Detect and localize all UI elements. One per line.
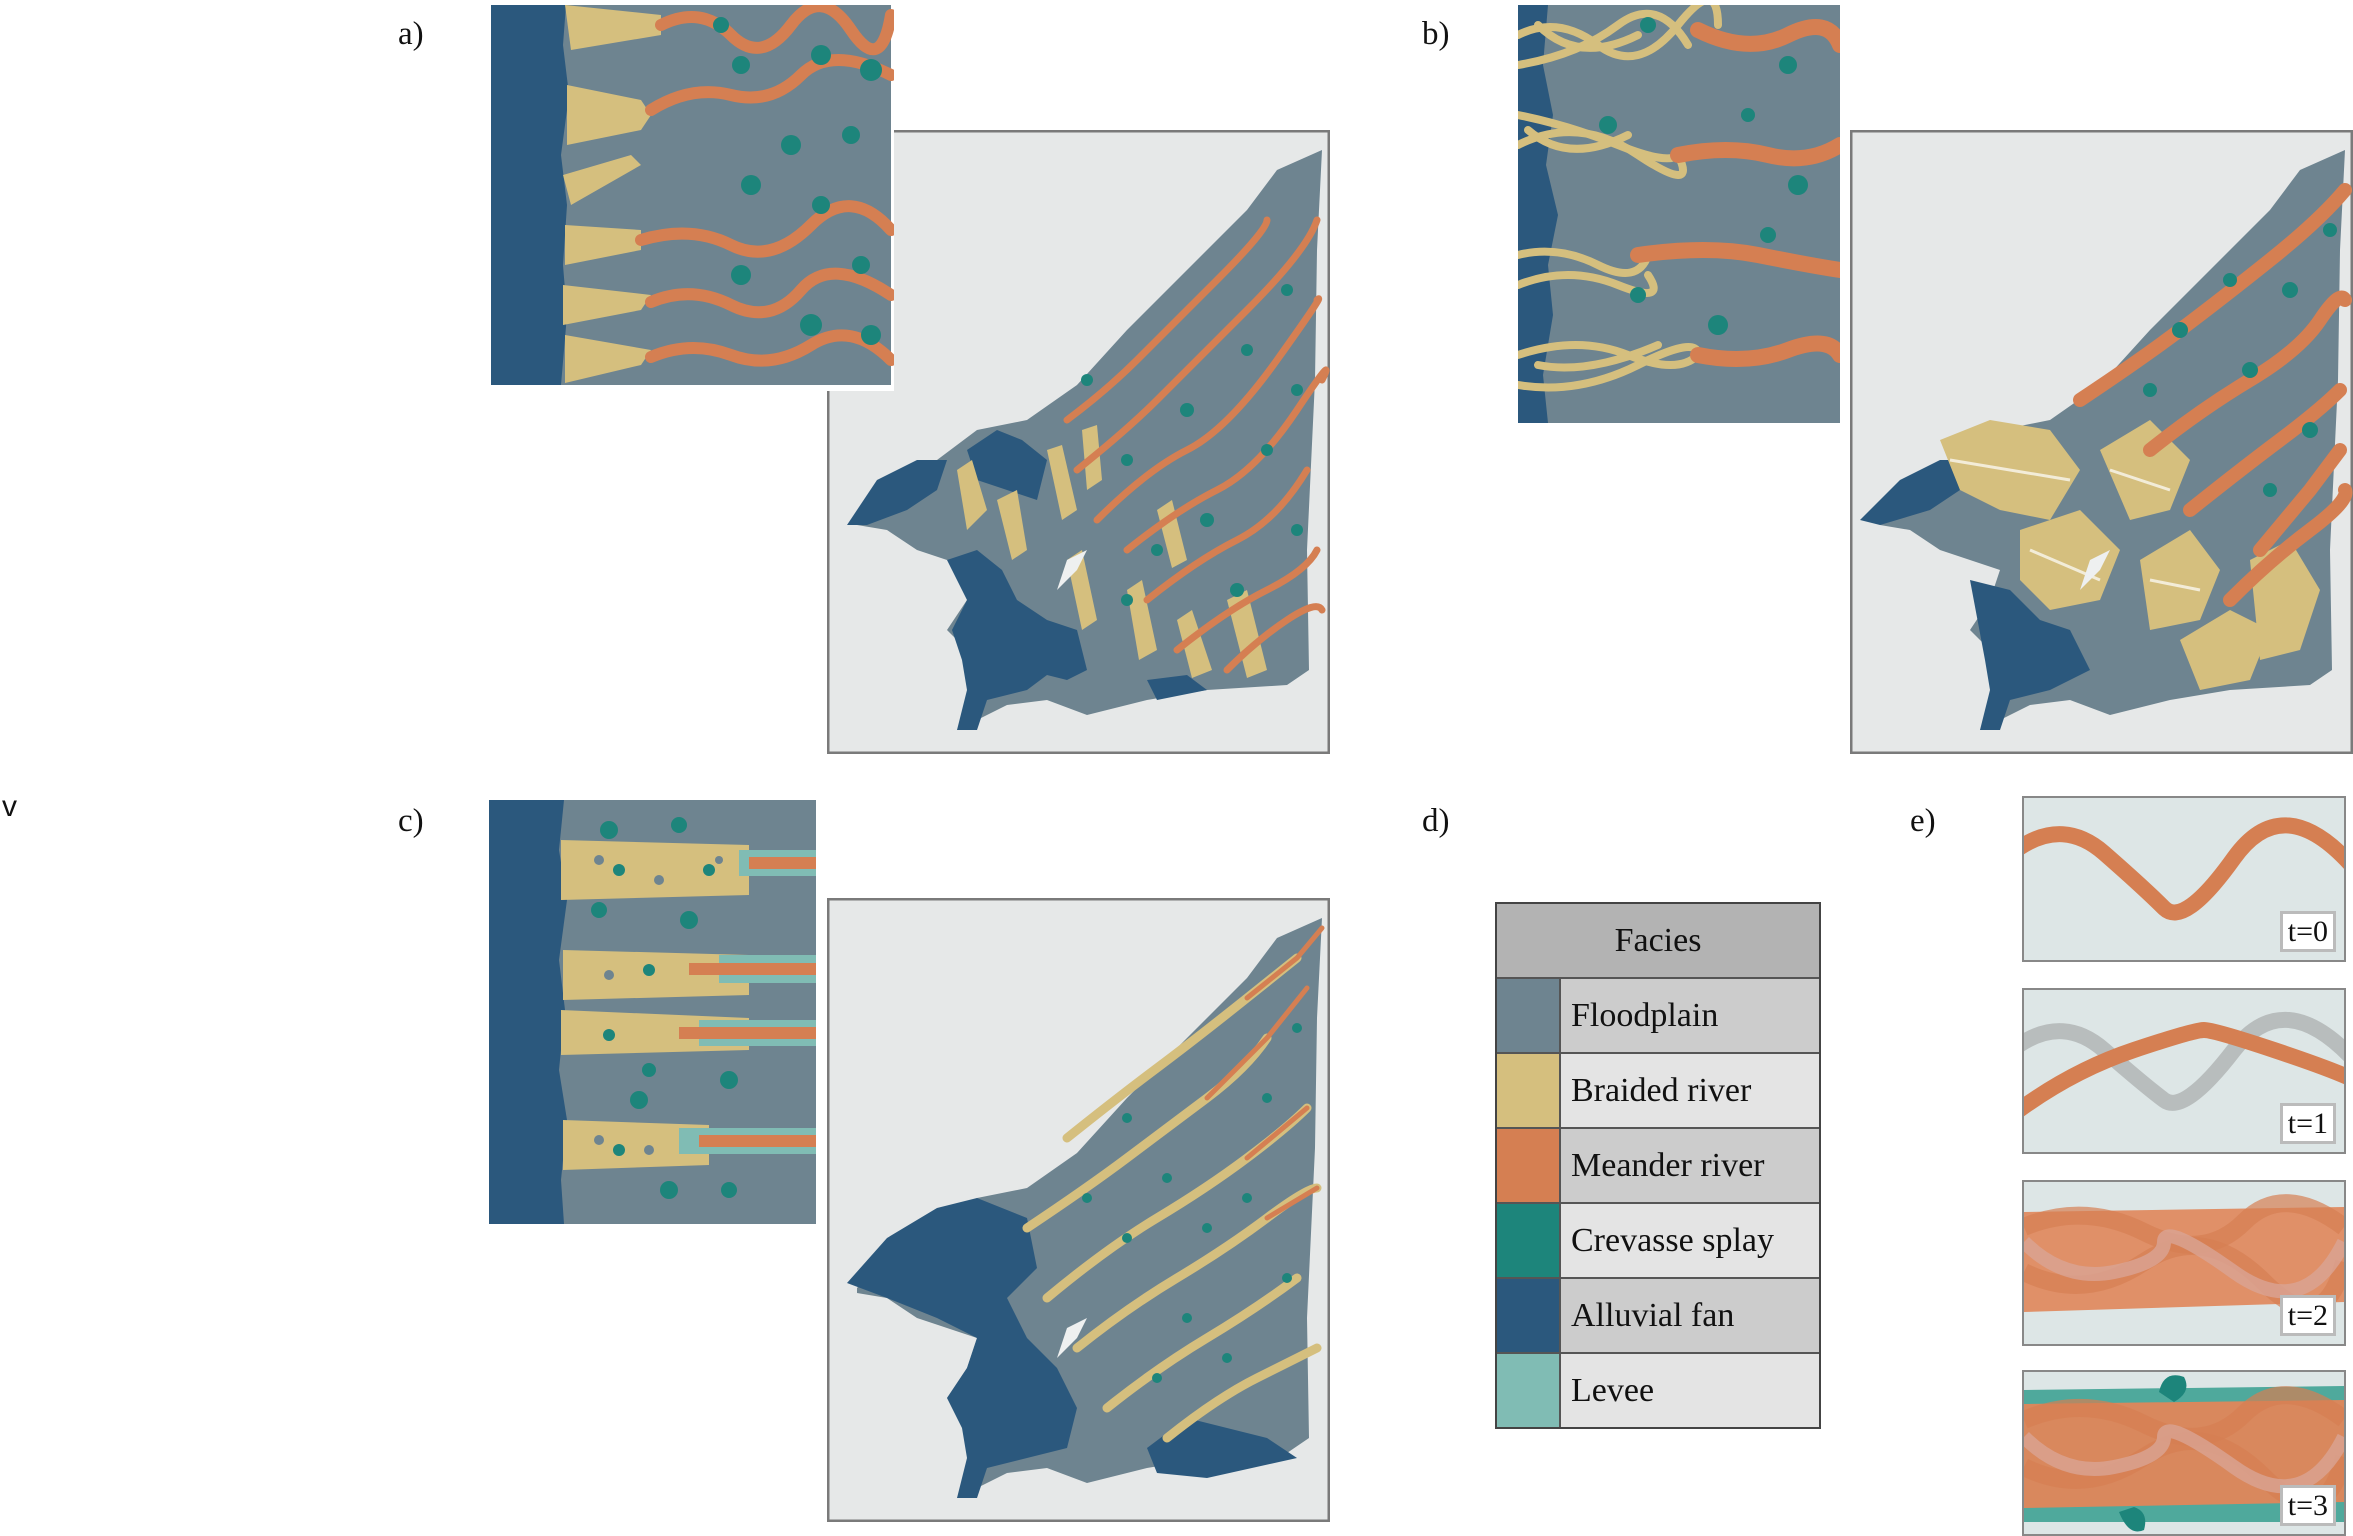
meander-channel-t0 [2024,817,2344,921]
time-step-3: t=3 [2022,1370,2346,1536]
legend-row-alluvial-fan: Alluvial fan [1497,1279,1819,1354]
legend-swatch-levee [1497,1354,1561,1427]
legend-swatch-meander-river [1497,1129,1561,1202]
legend-row-meander-river: Meander river [1497,1129,1819,1204]
legend-label-meander-river: Meander river [1561,1129,1819,1202]
meander-channel-t1 [2024,1011,2344,1117]
time-label-t1: t=1 [2279,1103,2336,1144]
time-label-t3: t=3 [2279,1485,2336,1526]
time-label-t2: t=2 [2279,1295,2336,1336]
channel-belt-levee-t3 [2024,1375,2344,1532]
panel-label-e: e) [1910,803,1936,839]
legend-swatch-floodplain [1497,979,1561,1052]
panel-label-c: c) [398,803,424,839]
panel-a-map [827,130,1330,754]
legend-swatch-crevasse-splay [1497,1204,1561,1277]
time-step-1: t=1 [2022,988,2346,1154]
stray-mark: v [2,790,17,823]
time-step-0: t=0 [2022,796,2346,962]
panel-c-map [827,898,1330,1522]
legend-row-braided-river: Braided river [1497,1054,1819,1129]
time-label-t0: t=0 [2279,911,2336,952]
legend-row-crevasse-splay: Crevasse splay [1497,1204,1819,1279]
legend-row-floodplain: Floodplain [1497,979,1819,1054]
legend-label-levee: Levee [1561,1354,1819,1427]
panel-c-inset [489,800,816,1224]
panel-label-b: b) [1422,16,1450,52]
legend-title: Facies [1497,904,1819,979]
legend-row-levee: Levee [1497,1354,1819,1427]
panel-label-d: d) [1422,803,1450,839]
panel-label-a: a) [398,16,424,52]
panel-b-map [1850,130,2353,754]
legend-label-crevasse-splay: Crevasse splay [1561,1204,1819,1277]
legend-label-braided-river: Braided river [1561,1054,1819,1127]
panel-b-inset [1518,5,1840,423]
panel-a-inset [491,5,894,391]
legend-swatch-alluvial-fan [1497,1279,1561,1352]
legend-swatch-braided-river [1497,1054,1561,1127]
facies-legend: Facies Floodplain Braided river Meander … [1495,902,1821,1429]
legend-label-alluvial-fan: Alluvial fan [1561,1279,1819,1352]
legend-label-floodplain: Floodplain [1561,979,1819,1052]
time-step-2: t=2 [2022,1180,2346,1346]
